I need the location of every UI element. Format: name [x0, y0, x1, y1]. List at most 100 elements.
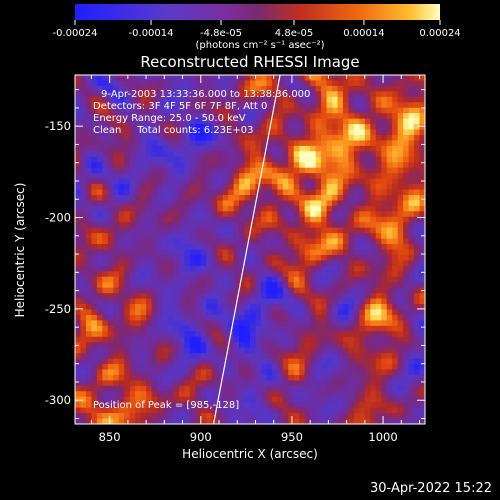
heatmap-cell — [271, 216, 278, 223]
heatmap-cell — [85, 336, 92, 343]
heatmap-cell — [277, 173, 284, 180]
heatmap-cell — [342, 200, 349, 207]
heatmap-cell — [337, 265, 344, 272]
heatmap-cell — [337, 238, 344, 245]
heatmap-cell — [266, 151, 273, 158]
heatmap-cell — [403, 211, 409, 218]
heatmap-cell — [288, 244, 295, 250]
heatmap-cell — [381, 304, 388, 310]
heatmap-cell — [304, 369, 311, 376]
heatmap-cell — [167, 342, 174, 349]
heatmap-cell — [228, 91, 234, 98]
heatmap-cell — [157, 134, 163, 141]
heatmap-cell — [255, 249, 262, 256]
heatmap-cell — [146, 347, 152, 354]
heatmap-cell — [189, 75, 196, 81]
heatmap-cell — [146, 238, 152, 245]
heatmap-cell — [184, 304, 191, 310]
heatmap-cell — [200, 249, 207, 256]
heatmap-cell — [414, 113, 420, 120]
heatmap-cell — [266, 184, 273, 190]
heatmap-cell — [419, 402, 425, 409]
heatmap-cell — [140, 189, 147, 196]
heatmap-cell — [359, 238, 366, 245]
heatmap-cell — [266, 314, 273, 321]
heatmap-cell — [178, 238, 185, 245]
heatmap-cell — [408, 205, 415, 212]
heatmap-cell — [353, 178, 360, 185]
heatmap-cell — [85, 282, 92, 289]
heatmap-cell — [96, 287, 103, 294]
heatmap-cell — [299, 173, 306, 180]
heatmap-cell — [222, 244, 229, 250]
heatmap-cell — [129, 276, 136, 283]
heatmap-cell — [326, 358, 333, 365]
heatmap-cell — [408, 402, 415, 409]
heatmap-cell — [288, 407, 295, 414]
heatmap-cell — [200, 402, 207, 409]
heatmap-cell — [217, 96, 224, 103]
heatmap-cell — [195, 249, 202, 256]
heatmap-cell — [146, 227, 152, 234]
heatmap-cell — [167, 244, 174, 250]
heatmap-cell — [386, 80, 393, 87]
heatmap-cell — [228, 189, 234, 196]
heatmap-cell — [315, 380, 322, 387]
heatmap-cell — [85, 173, 92, 180]
heatmap-cell — [403, 134, 409, 141]
heatmap-cell — [135, 162, 142, 169]
heatmap-cell — [397, 178, 404, 185]
heatmap-cell — [124, 129, 131, 136]
heatmap-cell — [271, 309, 278, 316]
heatmap-cell — [255, 96, 262, 103]
heatmap-cell — [167, 407, 174, 414]
heatmap-cell — [255, 369, 262, 376]
heatmap-cell — [118, 96, 125, 103]
heatmap-cell — [397, 194, 404, 201]
heatmap-cell — [266, 216, 273, 223]
heatmap-cell — [135, 194, 142, 201]
heatmap-cell — [282, 80, 289, 87]
heatmap-cell — [80, 331, 87, 338]
heatmap-cell — [162, 80, 169, 87]
heatmap-cell — [162, 222, 169, 229]
heatmap-cell — [348, 309, 355, 316]
heatmap-cell — [392, 282, 399, 289]
heatmap-cell — [184, 162, 191, 169]
heatmap-cell — [419, 156, 425, 163]
heatmap-cell — [414, 293, 420, 299]
heatmap-cell — [173, 205, 180, 212]
heatmap-cell — [310, 118, 317, 125]
heatmap-cell — [146, 293, 152, 299]
heatmap-cell — [151, 320, 158, 327]
heatmap-cell — [167, 282, 174, 289]
heatmap-cell — [293, 369, 300, 376]
heatmap-cell — [271, 347, 278, 354]
heatmap-cell — [178, 156, 185, 163]
heatmap-cell — [326, 75, 333, 81]
heatmap-cell — [200, 129, 207, 136]
heatmap-cell — [364, 402, 371, 409]
heatmap-cell — [359, 260, 366, 267]
heatmap-cell — [96, 107, 103, 114]
heatmap-cell — [332, 249, 338, 256]
heatmap-cell — [91, 233, 98, 239]
heatmap-cell — [173, 178, 180, 185]
heatmap-cell — [167, 271, 174, 278]
heatmap-cell — [129, 391, 136, 398]
heatmap-cell — [266, 96, 273, 103]
heatmap-cell — [178, 80, 185, 87]
heatmap-cell — [293, 402, 300, 409]
heatmap-cell — [250, 298, 256, 305]
heatmap-cell — [342, 396, 349, 403]
heatmap-cell — [419, 216, 425, 223]
heatmap-cell — [151, 102, 158, 109]
heatmap-cell — [397, 102, 404, 109]
heatmap-cell — [140, 304, 147, 310]
heatmap-cell — [211, 254, 218, 261]
heatmap-cell — [403, 265, 409, 272]
heatmap-cell — [337, 298, 344, 305]
heatmap-cell — [222, 364, 229, 370]
heatmap-cell — [299, 369, 306, 376]
heatmap-cell — [250, 156, 256, 163]
